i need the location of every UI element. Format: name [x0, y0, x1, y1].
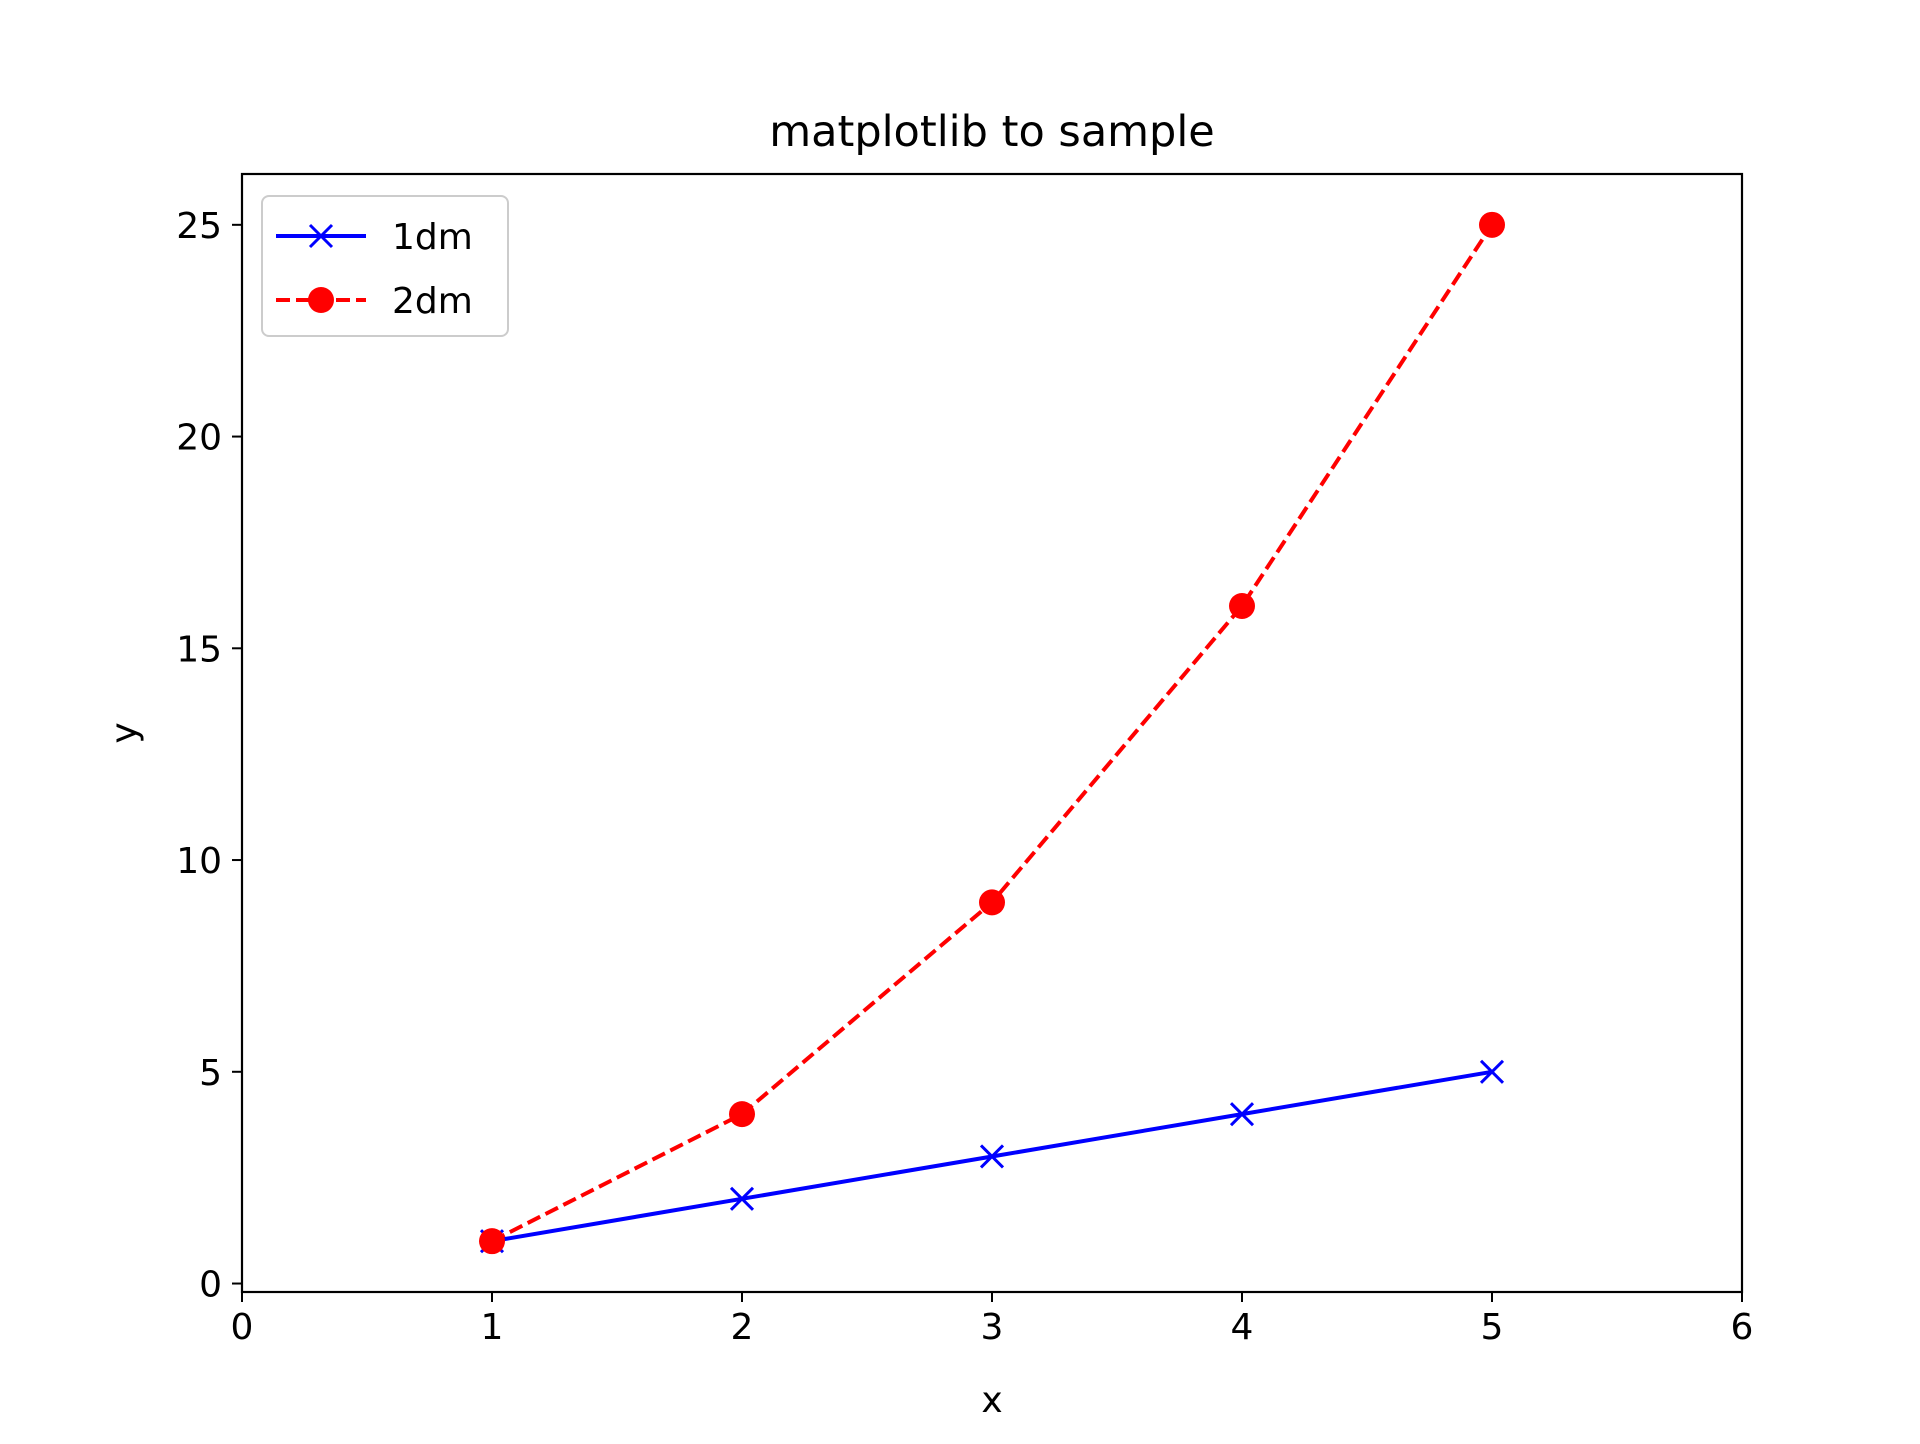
x-tick-label: 2: [731, 1307, 754, 1348]
x-tick-label: 1: [481, 1307, 504, 1348]
legend-label: 2dm: [392, 281, 473, 322]
legend-entry-2dm: 2dm: [276, 281, 473, 322]
x-tick-label: 5: [1481, 1307, 1504, 1348]
data-point-1dm: [979, 1144, 1005, 1169]
legend-entry-1dm: 1dm: [276, 217, 473, 258]
chart-title: matplotlib to sample: [769, 107, 1215, 157]
data-point-1dm: [1229, 1102, 1255, 1127]
y-tick-label: 20: [176, 418, 222, 459]
series-2dm: [479, 211, 1505, 1255]
data-point-2dm: [1229, 592, 1255, 619]
data-point-2dm: [479, 1228, 505, 1255]
legend-label: 1dm: [392, 217, 473, 258]
data-point-1dm: [1479, 1059, 1505, 1084]
y-tick-label: 15: [176, 629, 222, 670]
legend-marker-2dm: [308, 287, 334, 313]
x-tick-label: 3: [981, 1307, 1004, 1348]
x-tick-label: 6: [1731, 1307, 1754, 1348]
axis-ticks: 0 1 2 3 4 5 6 0 5 10 15 20 25: [176, 206, 1753, 1348]
legend-marker-1dm: [308, 223, 334, 249]
y-axis-label: y: [104, 722, 145, 743]
y-tick-label: 10: [176, 841, 222, 882]
x-axis-label: x: [981, 1380, 1002, 1421]
data-point-2dm: [979, 889, 1005, 916]
data-point-1dm: [729, 1186, 755, 1211]
data-point-2dm: [729, 1101, 755, 1128]
y-tick-label: 25: [176, 206, 222, 247]
y-tick-label: 5: [199, 1053, 222, 1094]
legend: 1dm 2dm: [261, 195, 509, 337]
x-tick-label: 4: [1231, 1307, 1254, 1348]
data-point-2dm: [1479, 211, 1505, 238]
y-tick-label: 0: [199, 1265, 222, 1306]
x-tick-label: 0: [231, 1307, 254, 1348]
plot-area: [479, 211, 1505, 1255]
